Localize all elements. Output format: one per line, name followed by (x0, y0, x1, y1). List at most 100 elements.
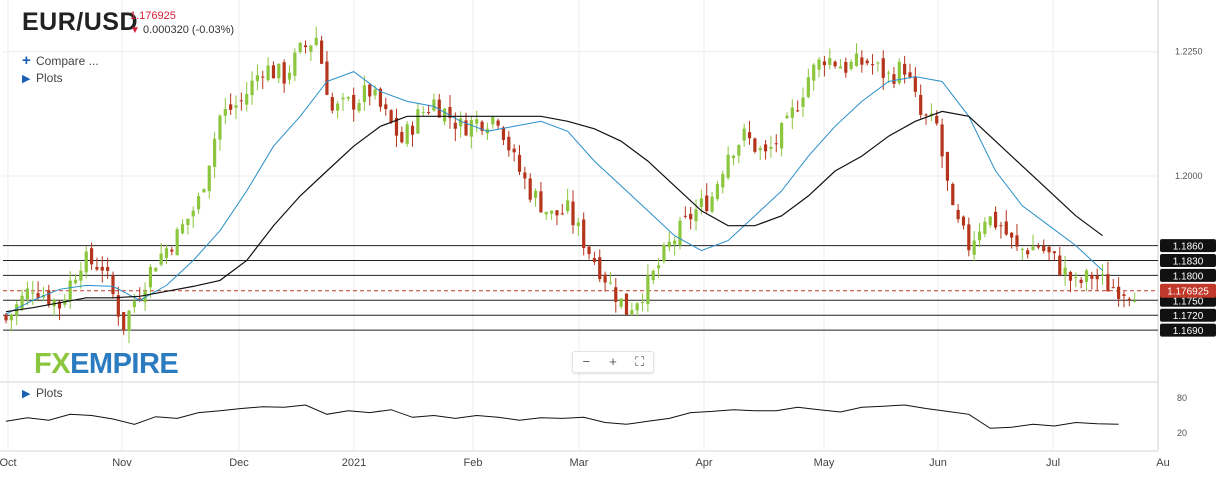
candle (576, 217, 580, 236)
candle-body-up (737, 145, 741, 156)
price-tick-label: 1.2000 (1175, 171, 1203, 181)
plots-toggle[interactable]: ▶ Plots (22, 71, 63, 85)
candle-body-up (127, 310, 131, 331)
candle-body-up (983, 221, 987, 235)
candle-body-down (100, 266, 104, 271)
candle-body-down (945, 152, 950, 181)
candle-body-up (1074, 277, 1078, 279)
candle (223, 97, 227, 125)
time-tick-label: 2021 (342, 457, 366, 469)
candle-body-up (164, 248, 169, 258)
candle-body-down (36, 293, 40, 298)
candle (1117, 277, 1121, 307)
candle-body-up (362, 85, 366, 102)
candle-body-down (705, 195, 709, 212)
candle-body-up (298, 42, 302, 52)
candle (689, 206, 693, 230)
candle-body-up (443, 108, 447, 122)
level-tag-box (1160, 254, 1216, 268)
compare-button[interactable]: + Compare ... (22, 52, 99, 69)
candle (651, 269, 655, 285)
candle-body-down (448, 107, 452, 118)
candle-body-up (801, 97, 805, 108)
candle-body-down (598, 257, 602, 280)
candle (1010, 232, 1014, 249)
candle-body-down (833, 61, 837, 67)
candle-body-down (956, 209, 960, 220)
candle-body-down (330, 97, 334, 111)
level-tag-label: 1.1800 (1173, 271, 1204, 282)
candle (635, 302, 639, 317)
candle-body-up (196, 196, 201, 210)
candle-body-down (384, 104, 388, 110)
candle (122, 311, 126, 335)
candle-body-up (186, 218, 190, 226)
candle (1052, 250, 1057, 261)
zoom-out-button[interactable]: − (582, 354, 591, 369)
fit-screen-icon[interactable]: ⛶ (635, 354, 645, 369)
candle-body-up (828, 57, 832, 66)
candle-body-up (1133, 301, 1137, 303)
candle (341, 92, 345, 111)
candle-body-up (812, 64, 816, 81)
candle (876, 61, 880, 73)
candle-body-down (95, 266, 99, 270)
candle-body-up (31, 292, 35, 294)
candle-body-down (1090, 275, 1094, 279)
candle-body-down (924, 114, 928, 116)
price-change: ▼ 0.000320 (-0.03%) (130, 24, 234, 36)
candle-body-down (517, 154, 522, 172)
candle-body-down (229, 104, 233, 110)
candle-body-down (426, 111, 431, 113)
candle-body-down (587, 246, 591, 255)
candle (416, 102, 420, 135)
candle-body-up (79, 270, 83, 281)
candle (213, 132, 217, 179)
price-change-value: 0.000320 (-0.03%) (142, 24, 235, 36)
candle-body-down (1004, 221, 1008, 235)
candle-body-up (699, 198, 703, 207)
candle (1020, 247, 1024, 261)
candle (528, 173, 532, 203)
time-tick-label: Dec (229, 457, 249, 469)
candle (844, 57, 848, 78)
candle-body-up (785, 115, 789, 119)
candle-body-down (571, 201, 575, 226)
candle (951, 182, 955, 206)
candle-body-up (656, 265, 661, 269)
lower-plots-toggle[interactable]: ▶ Plots (22, 386, 63, 400)
time-tick-label: Mar (570, 457, 589, 469)
candle-body-down (892, 74, 896, 84)
level-tag-label: 1.1860 (1173, 242, 1204, 253)
candle (170, 246, 174, 256)
candle (346, 96, 350, 102)
candle (15, 300, 19, 326)
candle (41, 286, 46, 301)
candle-body-down (400, 132, 404, 143)
candle-body-up (806, 77, 810, 98)
candle (421, 106, 425, 117)
candle (694, 199, 698, 231)
zoom-in-button[interactable]: + (609, 354, 617, 369)
candle (785, 112, 789, 119)
time-tick-label: Nov (112, 457, 132, 469)
candle-body-up (475, 119, 479, 124)
candle-body-up (726, 154, 730, 178)
candle (25, 281, 29, 306)
candle-body-down (1015, 235, 1019, 247)
candle (865, 58, 869, 66)
candle-body-up (897, 61, 901, 84)
candle (453, 112, 457, 142)
candle-body-up (817, 59, 821, 70)
candle-body-down (881, 58, 885, 78)
candle (405, 121, 409, 147)
candle-body-down (138, 298, 142, 300)
candle-body-up (336, 103, 340, 111)
candle-body-down (1079, 279, 1083, 283)
candle (817, 56, 821, 78)
candle (52, 298, 56, 316)
candle (849, 59, 853, 71)
candle-body-up (646, 275, 650, 305)
candle (9, 313, 13, 332)
